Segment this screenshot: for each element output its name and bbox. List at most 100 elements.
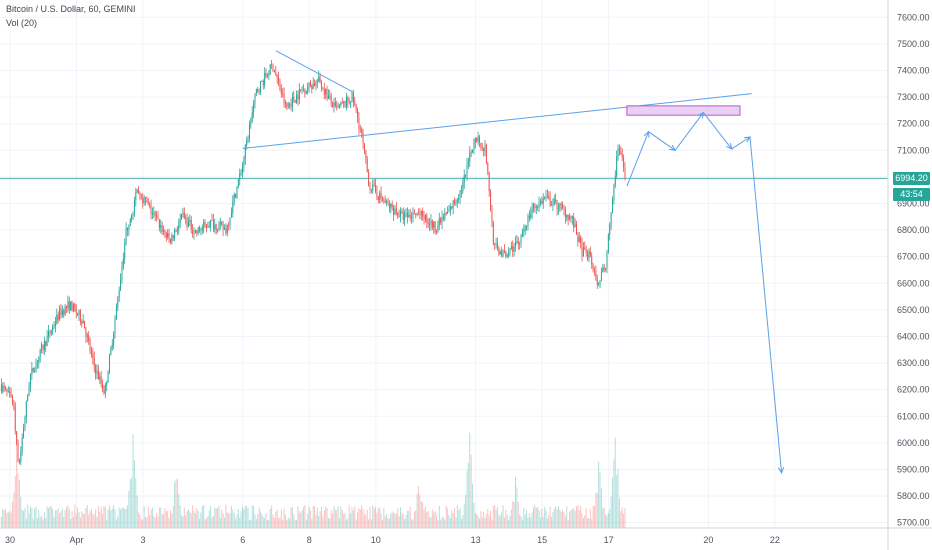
candle-body [477, 136, 479, 142]
candle-body [620, 151, 622, 155]
volume-bar [6, 512, 8, 528]
candle-body [515, 242, 517, 247]
volume-bar [484, 517, 486, 528]
candle-body [607, 235, 609, 252]
volume-bar [35, 506, 37, 528]
candle-body [211, 219, 213, 221]
candle-body [197, 227, 199, 234]
volume-bar [549, 506, 551, 528]
candle-body [348, 101, 350, 103]
volume-bar [287, 517, 289, 528]
volume-bar [445, 505, 447, 528]
candle-body [131, 215, 133, 220]
candle-body [399, 211, 401, 217]
volume-bar [172, 505, 174, 528]
volume-bar [258, 507, 260, 528]
volume-bar [60, 511, 62, 528]
volume-bar [503, 517, 505, 528]
volume-bar [519, 514, 521, 528]
candle-body [210, 219, 212, 227]
candle-body [541, 200, 543, 204]
candle-body [596, 280, 598, 285]
volume-bar [490, 510, 492, 528]
candle-body [72, 304, 74, 312]
candle-body [261, 81, 263, 82]
candle-body [46, 336, 48, 346]
volume-bar [370, 519, 372, 528]
volume-bar [214, 507, 216, 528]
candle-body [52, 326, 54, 331]
volume-bar [466, 470, 468, 528]
volume-bar [290, 507, 292, 528]
volume-bar [480, 510, 482, 528]
candle-body [294, 100, 296, 103]
candle-body [68, 301, 70, 311]
volume-bar [179, 505, 181, 528]
volume-bar [451, 510, 453, 528]
candle-body [485, 144, 487, 163]
price-axis[interactable]: 5700.00 5800.00 5900.00 6000.00 6100.00 6200.… [887, 0, 930, 550]
volume-bar [552, 512, 554, 528]
candle-body [60, 308, 62, 316]
candle-body [556, 200, 558, 210]
volume-bar [97, 505, 99, 528]
candle-body [20, 452, 22, 463]
candle-body [269, 64, 271, 75]
candle-body [92, 353, 94, 358]
volume-bar [88, 514, 90, 528]
candle-body [85, 328, 87, 337]
candle-body [387, 200, 389, 204]
candle-body [426, 215, 428, 223]
candle-body [359, 128, 361, 130]
candle-body [602, 267, 604, 273]
candle-body [139, 191, 141, 198]
volume-legend[interactable]: Vol (20) [6, 18, 38, 28]
candle-body [409, 214, 411, 217]
volume-bar [513, 502, 515, 528]
price-tick-label: 6400.00 [897, 331, 930, 341]
candle-body [312, 83, 314, 90]
volume-bar [54, 510, 56, 528]
candle-body [118, 290, 120, 298]
volume-bar [376, 512, 378, 528]
candle-body [311, 85, 313, 90]
volume-bar [373, 508, 375, 528]
chart-title[interactable]: Bitcoin / U.S. Dollar, 60, GEMINI [6, 4, 136, 14]
volume-bar [272, 514, 274, 528]
candle-body [506, 254, 508, 257]
volume-bar [368, 519, 370, 528]
candle-body [74, 304, 76, 309]
candle-body [575, 224, 577, 235]
time-axis[interactable]: 30 Apr 3 6 8 10 13 15 17 20 22 [0, 527, 932, 545]
candle-body [239, 173, 241, 180]
volume-bar [103, 506, 105, 528]
volume-bar [92, 513, 94, 528]
candle-body [408, 214, 410, 217]
candle-body [593, 269, 595, 271]
candle-body [150, 205, 152, 214]
volume-bar [239, 517, 241, 528]
candle-body [474, 138, 476, 143]
candle-body [368, 172, 370, 186]
volume-bar [426, 512, 428, 528]
volume-bar [275, 512, 277, 528]
volume-bar [193, 511, 195, 528]
candle-body [100, 376, 102, 384]
volume-bar [557, 506, 559, 528]
candle-body [451, 206, 453, 209]
volume-bar [72, 517, 74, 528]
candle-body [574, 224, 576, 228]
candle-body [343, 100, 345, 104]
volume-bar [433, 512, 435, 528]
volume-bar [609, 509, 611, 528]
volume-bar [358, 508, 360, 528]
volume-bar [341, 509, 343, 528]
candle-body [566, 214, 568, 218]
volume-bar [203, 504, 205, 528]
candle-body [318, 76, 320, 82]
candle-body [151, 213, 153, 215]
volume-bar [250, 519, 252, 528]
drawings[interactable] [242, 50, 785, 475]
volume-bar [488, 515, 490, 528]
